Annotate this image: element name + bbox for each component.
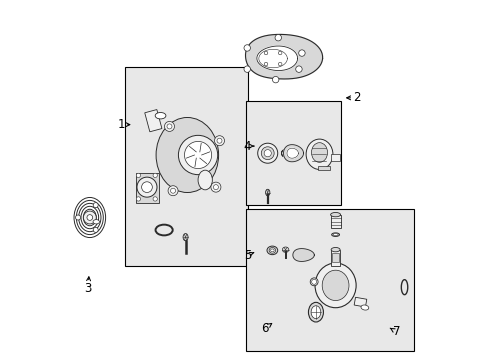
Circle shape — [213, 185, 218, 190]
Circle shape — [210, 182, 221, 192]
Circle shape — [142, 182, 152, 193]
Bar — [317, 166, 329, 170]
Circle shape — [75, 215, 81, 220]
Bar — [330, 215, 340, 228]
Bar — [331, 249, 340, 266]
Ellipse shape — [311, 279, 316, 284]
Ellipse shape — [93, 220, 99, 224]
Ellipse shape — [266, 246, 277, 255]
Circle shape — [83, 211, 96, 224]
Bar — [331, 253, 339, 262]
Circle shape — [264, 62, 267, 66]
Circle shape — [168, 186, 178, 196]
Ellipse shape — [310, 306, 320, 319]
Ellipse shape — [330, 212, 340, 217]
Circle shape — [184, 141, 211, 168]
Text: 7: 7 — [389, 325, 399, 338]
Circle shape — [295, 66, 302, 72]
Circle shape — [217, 138, 222, 143]
Ellipse shape — [332, 234, 337, 236]
Circle shape — [93, 228, 98, 233]
Circle shape — [261, 147, 274, 159]
Text: 6: 6 — [261, 322, 271, 335]
Circle shape — [272, 76, 278, 83]
Ellipse shape — [360, 305, 368, 310]
Circle shape — [214, 136, 224, 146]
Ellipse shape — [331, 233, 339, 237]
Circle shape — [166, 124, 172, 129]
Circle shape — [264, 150, 271, 157]
Polygon shape — [256, 46, 297, 71]
Circle shape — [170, 188, 175, 193]
Circle shape — [244, 66, 250, 72]
Ellipse shape — [311, 143, 327, 162]
Ellipse shape — [322, 270, 348, 301]
Ellipse shape — [270, 249, 274, 252]
Ellipse shape — [183, 234, 188, 241]
Circle shape — [153, 197, 157, 201]
Text: 4: 4 — [243, 140, 253, 153]
Circle shape — [257, 143, 277, 163]
Circle shape — [164, 121, 174, 131]
Circle shape — [137, 177, 157, 197]
Ellipse shape — [330, 248, 339, 252]
Ellipse shape — [156, 117, 218, 193]
Bar — [330, 154, 339, 161]
Text: 3: 3 — [84, 277, 92, 296]
Ellipse shape — [314, 263, 355, 308]
Ellipse shape — [305, 139, 332, 170]
Text: 2: 2 — [346, 91, 360, 104]
Circle shape — [264, 51, 267, 55]
Bar — [135, 173, 159, 203]
Polygon shape — [292, 249, 314, 261]
Circle shape — [278, 62, 282, 66]
Text: 5: 5 — [243, 248, 253, 261]
Circle shape — [178, 135, 217, 175]
Circle shape — [274, 35, 281, 41]
Ellipse shape — [282, 247, 288, 252]
Bar — [353, 297, 366, 307]
Bar — [246, 102, 340, 205]
Circle shape — [136, 197, 140, 201]
Ellipse shape — [268, 248, 275, 253]
Ellipse shape — [198, 170, 212, 190]
Polygon shape — [245, 35, 322, 79]
Ellipse shape — [265, 189, 269, 196]
Bar — [124, 67, 247, 266]
Bar — [246, 208, 413, 351]
Ellipse shape — [155, 112, 165, 119]
Circle shape — [136, 173, 140, 177]
Circle shape — [87, 215, 93, 220]
Ellipse shape — [308, 302, 323, 322]
Bar — [144, 109, 162, 132]
Circle shape — [93, 203, 98, 208]
Circle shape — [153, 173, 157, 177]
Ellipse shape — [309, 278, 317, 286]
Circle shape — [278, 51, 282, 55]
Circle shape — [244, 45, 250, 51]
Circle shape — [298, 50, 305, 56]
Polygon shape — [283, 145, 303, 162]
Text: 1: 1 — [117, 118, 129, 131]
Polygon shape — [286, 148, 298, 158]
